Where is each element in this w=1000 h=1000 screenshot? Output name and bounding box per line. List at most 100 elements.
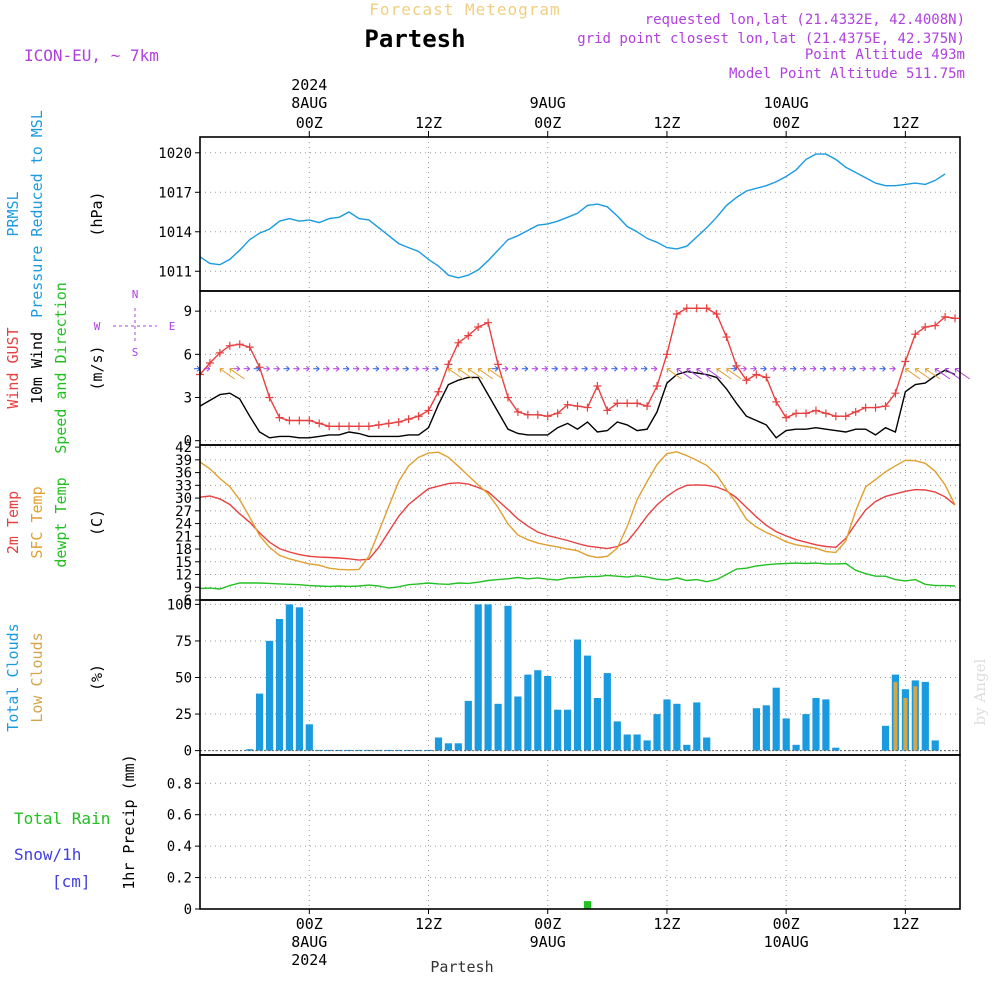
wind-arrow-icon xyxy=(686,367,702,380)
gust-marker xyxy=(205,358,214,367)
wind-arrow-head xyxy=(266,365,270,372)
bottom-time-label: 00Z xyxy=(773,915,800,933)
wind-arrow-head xyxy=(872,365,876,372)
cloud-bar xyxy=(921,681,929,751)
gust-marker xyxy=(623,399,632,408)
wind-arrow-icon xyxy=(487,367,504,380)
panel-label: PRMSL xyxy=(4,191,22,236)
cloud-bar xyxy=(256,693,264,751)
wind-arrow-icon xyxy=(194,365,201,372)
wind-arrow-head xyxy=(295,365,300,372)
requested-coords: requested lon,lat (21.4332E, 42.4008N) xyxy=(645,12,965,28)
gust-marker xyxy=(593,381,602,390)
wind-arrow-head xyxy=(696,367,701,373)
wind-arrow-icon xyxy=(457,367,474,380)
wind-arrow-head xyxy=(355,365,360,372)
y-tick-label: 0 xyxy=(184,902,192,918)
cloud-bar xyxy=(663,699,671,751)
panels-layer: PRMSL Pressure Reduced to MSL (hPa) Wind GU… xyxy=(4,110,971,918)
cloud-bar xyxy=(832,747,840,751)
gust-marker xyxy=(374,420,383,429)
wind-arrow-icon xyxy=(521,365,529,372)
wind-arrow-icon xyxy=(780,365,787,372)
wind-arrow-head xyxy=(653,365,658,372)
panel-unit: (C) xyxy=(88,509,106,536)
wind-arrow-icon xyxy=(382,365,390,372)
cloud-bar xyxy=(931,740,939,751)
cloud-bar xyxy=(903,698,908,751)
panel-label: Low Clouds xyxy=(28,632,46,722)
wind-arrow-icon xyxy=(944,367,961,380)
y-tick-label: 0.8 xyxy=(167,776,192,792)
wind-arrow-head xyxy=(772,365,777,372)
wind-arrow-icon xyxy=(392,365,400,372)
cloud-bar xyxy=(623,734,631,751)
wind-arrow-head xyxy=(603,365,608,372)
cloud-bar xyxy=(454,743,462,751)
wind-arrow-head xyxy=(733,365,737,372)
panel-label: Snow/1h xyxy=(14,845,81,864)
gust-marker xyxy=(573,402,582,411)
gust-marker xyxy=(911,330,920,339)
wind-arrow-icon xyxy=(666,367,682,380)
cloud-bar xyxy=(693,702,701,751)
wind-arrow-shaft xyxy=(716,368,732,380)
bottom-date-label: 10AUG xyxy=(764,933,809,951)
wind-arrow-head xyxy=(564,365,568,372)
wind-arrow-head xyxy=(574,365,578,372)
wind-arrow-head xyxy=(415,365,419,372)
gust-marker xyxy=(345,422,354,431)
wind-arrow-shaft xyxy=(219,368,235,380)
cloud-bar xyxy=(643,740,651,751)
panel-grid-0: 1011 1014 1017 1020 xyxy=(158,137,960,291)
gust-marker xyxy=(861,403,870,412)
cloud-bar xyxy=(782,718,790,751)
gust-marker xyxy=(921,322,930,331)
wind-arrow-head xyxy=(487,367,493,373)
wind-arrow-icon xyxy=(293,365,300,372)
panel-label: [cm] xyxy=(52,872,91,891)
wind-arrow-head xyxy=(643,365,648,372)
cloud-bar xyxy=(246,749,254,751)
y-tick-label: 6 xyxy=(184,593,192,609)
panel-label: Total Rain xyxy=(14,809,110,828)
compass-letter-e: E xyxy=(169,320,176,333)
wind-arrow-icon xyxy=(760,365,767,372)
wind-arrow-head xyxy=(236,365,241,372)
cloud-bar xyxy=(375,749,383,751)
watermark: by Angel xyxy=(971,658,989,725)
wind-arrow-head xyxy=(375,365,380,372)
wind-arrow-head xyxy=(335,365,340,372)
gust-marker xyxy=(802,409,811,418)
wind-arrow-head xyxy=(435,365,439,372)
y-tick-label: 18 xyxy=(175,542,192,558)
gust-marker xyxy=(235,340,244,349)
gust-marker xyxy=(931,321,940,330)
panel-label: 2m Temp xyxy=(4,491,22,554)
wind-arrow-icon xyxy=(273,365,280,372)
bottom-year-label: 2024 xyxy=(291,951,327,969)
wind-arrow-icon xyxy=(676,367,692,380)
wind-arrow-head xyxy=(425,365,429,372)
wind-arrow-icon xyxy=(800,365,807,372)
gust-marker xyxy=(831,412,840,421)
top-time-label: 12Z xyxy=(653,114,680,132)
y-tick-label: 6 xyxy=(184,347,192,363)
panel-label: SFC Temp xyxy=(28,486,46,558)
wind-arrow-shaft xyxy=(448,368,464,380)
cloud-bar xyxy=(564,709,572,751)
wind-arrow-icon xyxy=(750,365,757,372)
cloud-bar xyxy=(812,698,820,751)
time-axis: 8AUG202400Z00Z8AUG202412Z12Z9AUG00Z00Z9A… xyxy=(291,76,919,969)
wind-arrow-icon xyxy=(934,367,951,380)
bottom-time-label: 00Z xyxy=(534,915,561,933)
y-tick-label: 39 xyxy=(175,453,192,469)
wind-arrow-icon xyxy=(551,365,558,372)
cloud-bar xyxy=(603,673,611,751)
gust-marker xyxy=(792,409,801,418)
y-tick-label: 21 xyxy=(175,529,192,545)
gust-marker xyxy=(305,416,314,425)
rain-bar xyxy=(583,901,592,909)
cloud-bar xyxy=(464,700,472,751)
y-tick-label: 30 xyxy=(175,491,192,507)
